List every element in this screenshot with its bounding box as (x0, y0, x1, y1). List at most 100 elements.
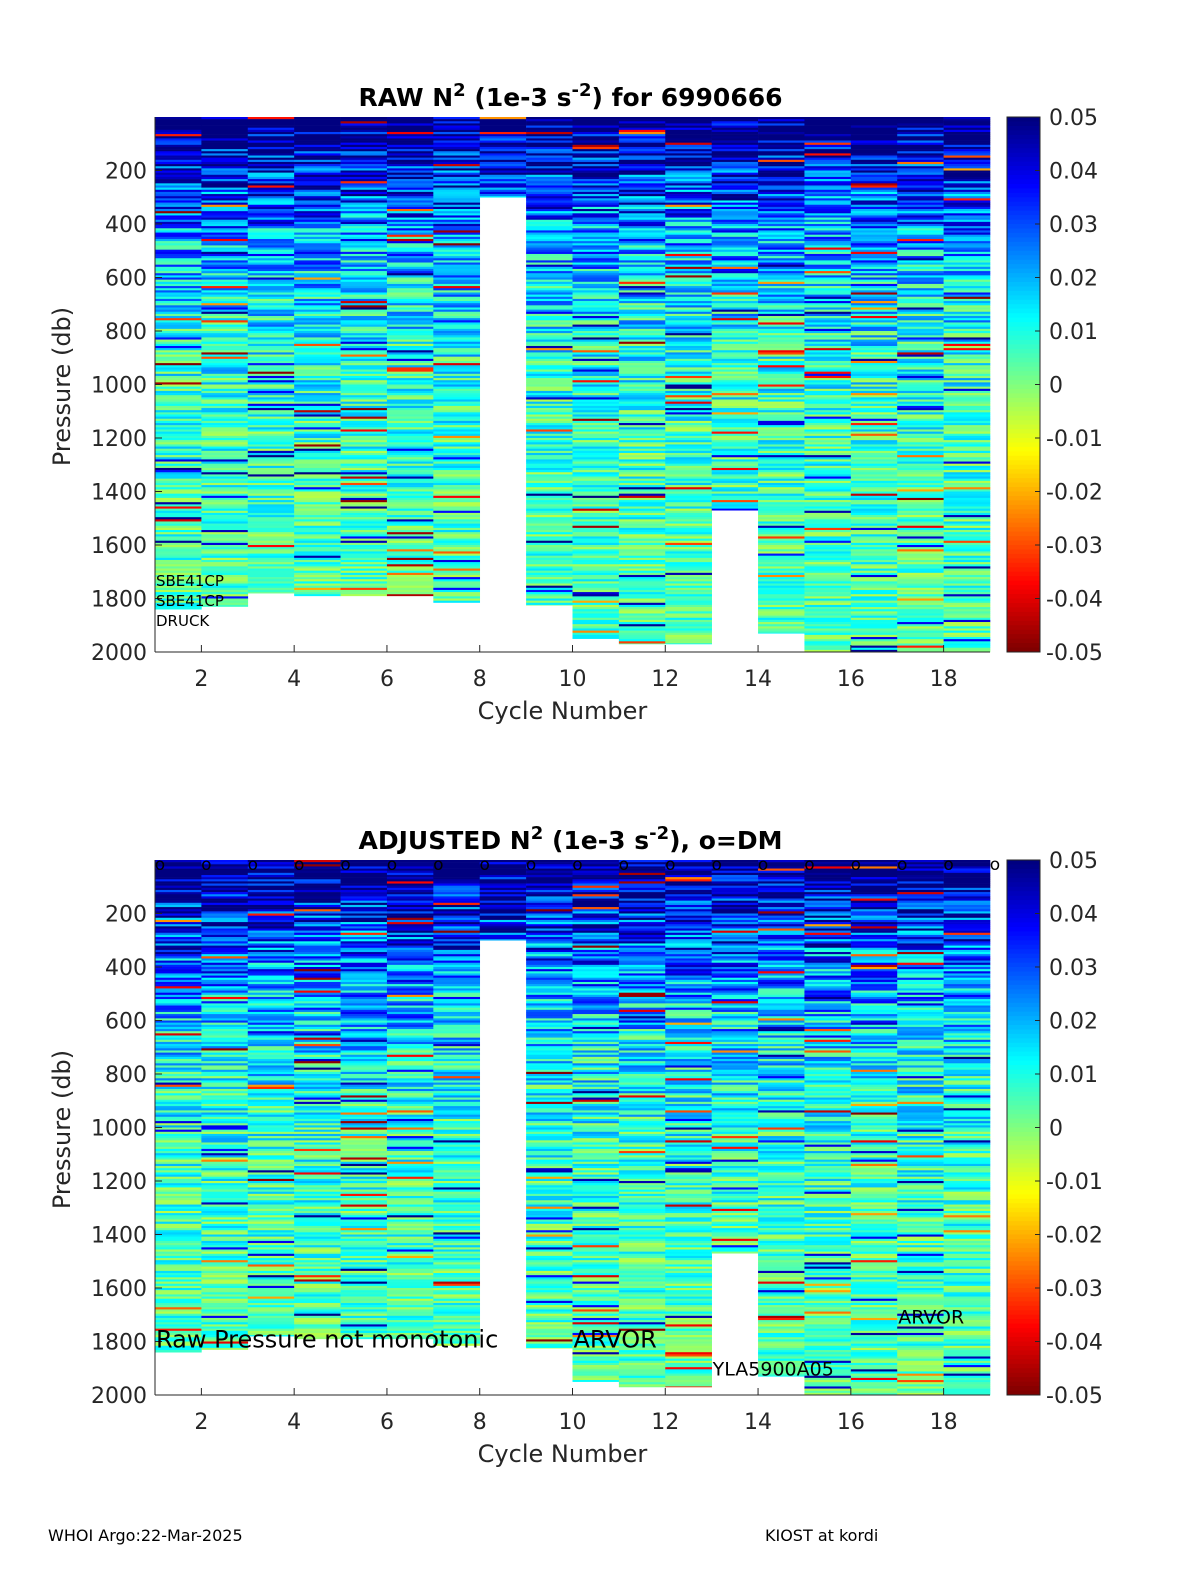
colorbar-swatch (1007, 125, 1040, 131)
heatmap-cell (943, 176, 991, 180)
heatmap-cell (247, 984, 295, 987)
heatmap-cell (386, 328, 434, 332)
heatmap-cell (201, 1328, 249, 1332)
heatmap-cell (155, 380, 202, 383)
heatmap-cell (155, 489, 202, 492)
heatmap-cell (711, 448, 759, 452)
heatmap-cell (850, 234, 898, 238)
heatmap-cell (618, 446, 666, 449)
heatmap-cell (155, 294, 202, 298)
heatmap-cell (665, 478, 712, 482)
heatmap-cell (850, 168, 898, 171)
heatmap-cell (618, 585, 666, 589)
heatmap-cell (618, 281, 666, 285)
heatmap-cell (155, 179, 202, 182)
heatmap-cell (294, 211, 341, 214)
heatmap-cell (247, 896, 295, 899)
heatmap-cell (758, 181, 805, 184)
heatmap-cell (850, 485, 898, 488)
heatmap-cell (897, 292, 944, 295)
heatmap-cell (572, 452, 620, 456)
heatmap-cell (665, 489, 712, 492)
heatmap-cell (943, 277, 991, 280)
heatmap-cell (572, 416, 620, 420)
heatmap-cell (572, 604, 620, 608)
heatmap-cell (155, 196, 202, 199)
heatmap-cell (758, 241, 805, 244)
heatmap-cell (943, 472, 991, 475)
heatmap-cell (618, 232, 666, 235)
heatmap-cell (943, 495, 991, 499)
heatmap-cell (294, 1016, 341, 1019)
heatmap-cell (618, 318, 666, 321)
heatmap-cell (155, 405, 202, 409)
heatmap-cell (247, 960, 295, 964)
heatmap-cell (897, 290, 944, 293)
heatmap-cell (711, 348, 759, 351)
heatmap-cell (340, 517, 388, 520)
heatmap-cell (340, 523, 388, 527)
heatmap-cell (386, 538, 434, 542)
heatmap-cell (340, 388, 388, 392)
heatmap-cell (386, 442, 434, 445)
heatmap-cell (201, 491, 249, 494)
heatmap-cell (665, 260, 712, 263)
heatmap-cell (850, 140, 898, 143)
heatmap-cell (850, 637, 898, 640)
heatmap-cell (758, 131, 805, 135)
heatmap-cell (247, 393, 295, 396)
heatmap-cell (618, 365, 666, 368)
heatmap-column (758, 117, 805, 634)
heatmap-cell (850, 213, 898, 216)
heatmap-cell (340, 457, 388, 460)
heatmap-cell (294, 549, 341, 552)
heatmap-cell (711, 117, 759, 120)
heatmap-cell (294, 994, 341, 998)
heatmap-cell (433, 172, 481, 176)
heatmap-cell (804, 172, 852, 176)
heatmap-cell (201, 570, 249, 574)
heatmap-cell (665, 144, 712, 148)
heatmap-cell (572, 530, 620, 533)
heatmap-cell (758, 632, 805, 634)
heatmap-cell (526, 380, 573, 383)
heatmap-cell (201, 1230, 249, 1233)
heatmap-cell (850, 433, 898, 437)
heatmap-cell (758, 279, 805, 283)
heatmap-cell (897, 566, 944, 569)
heatmap-cell (155, 478, 202, 482)
heatmap-cell (711, 461, 759, 464)
heatmap-cell (850, 577, 898, 580)
heatmap-cell (618, 489, 666, 492)
heatmap-cell (201, 155, 249, 158)
heatmap-cell (758, 140, 805, 143)
heatmap-cell (201, 930, 249, 934)
heatmap-cell (201, 1298, 249, 1302)
heatmap-cell (201, 1290, 249, 1293)
heatmap-cell (340, 401, 388, 405)
heatmap-cell (247, 1251, 295, 1255)
heatmap-cell (850, 596, 898, 599)
heatmap-cell (201, 574, 249, 578)
heatmap-cell (711, 360, 759, 364)
heatmap-cell (155, 371, 202, 375)
heatmap-cell (433, 375, 481, 379)
heatmap-cell (433, 365, 481, 368)
heatmap-cell (247, 395, 295, 398)
heatmap-cell (943, 189, 991, 193)
heatmap-cell (247, 1309, 295, 1312)
heatmap-cell (201, 476, 249, 479)
heatmap-cell (201, 202, 249, 206)
heatmap-cell (572, 545, 620, 548)
colorbar-swatch (1007, 424, 1040, 430)
heatmap-cell (897, 324, 944, 328)
heatmap-cell (294, 448, 341, 452)
heatmap-cell (340, 433, 388, 437)
heatmap-cell (386, 367, 434, 370)
colorbar-swatch (1007, 148, 1040, 154)
heatmap-cell (526, 243, 573, 246)
heatmap-cell (294, 525, 341, 529)
heatmap-cell (758, 617, 805, 621)
heatmap-cell (201, 911, 249, 914)
heatmap-cell (758, 172, 805, 176)
